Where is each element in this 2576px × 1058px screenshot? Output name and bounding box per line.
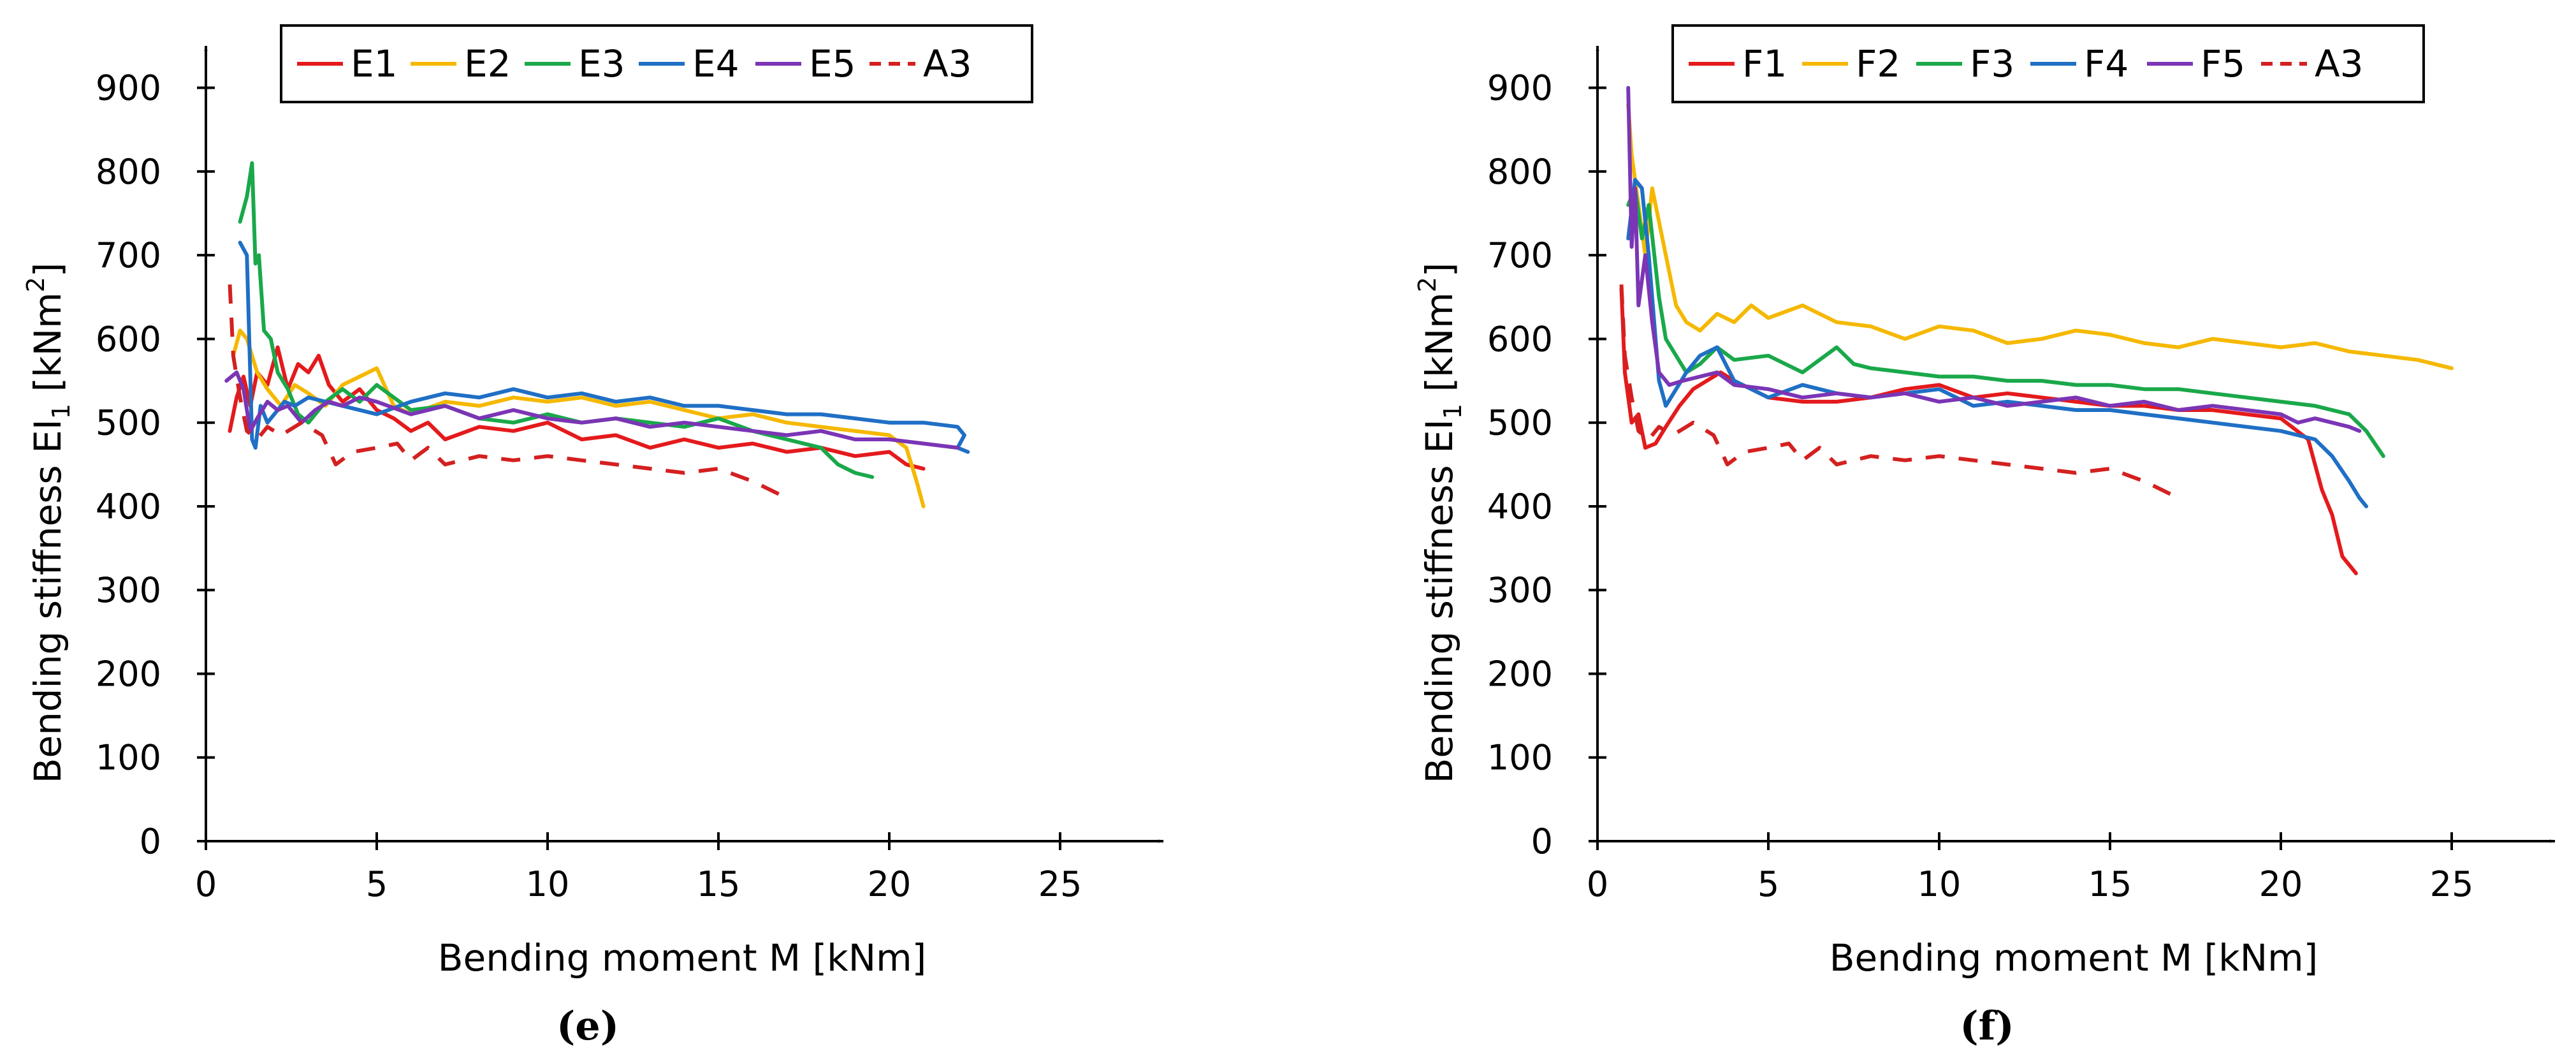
y-tick-label: 600 <box>1487 319 1553 359</box>
y-tick-label: 100 <box>96 738 161 778</box>
x-tick-label: 25 <box>1038 864 1082 904</box>
y-tick-label: 300 <box>96 570 161 610</box>
y-tick-label: 800 <box>1487 152 1553 192</box>
legend-label: A3 <box>2315 42 2364 85</box>
y-axis-label-ylabel-unit-sup: 2 <box>22 277 50 292</box>
legend-label: F5 <box>2201 42 2245 85</box>
x-tick-label: 0 <box>195 864 217 904</box>
y-tick-label: 400 <box>96 487 161 527</box>
y-tick-label: 600 <box>96 319 161 359</box>
series-line-e3 <box>238 161 875 479</box>
y-tick-label: 900 <box>96 68 161 108</box>
y-axis-label-ylabel-sub: 1 <box>1439 404 1467 419</box>
x-tick-label: 10 <box>526 864 570 904</box>
series-line-f5 <box>1626 85 2362 433</box>
y-axis-label-ylabel-unit-end: ] <box>26 263 69 277</box>
y-tick-label: 900 <box>1487 68 1553 108</box>
x-tick-label: 5 <box>1757 864 1779 904</box>
x-tick-label: 0 <box>1587 864 1608 904</box>
y-tick-label: 500 <box>96 403 161 443</box>
x-tick-label: 15 <box>2088 864 2132 904</box>
x-axis-label: Bending moment M [kNm] <box>1830 936 2318 980</box>
y-axis-label-ylabel: Bending stiffness EI <box>1418 419 1461 783</box>
y-tick-label: 500 <box>1487 403 1553 443</box>
x-tick-label: 5 <box>366 864 388 904</box>
series-line-e1 <box>228 345 926 471</box>
y-tick-label: 0 <box>140 821 161 862</box>
legend-label: A3 <box>923 42 972 85</box>
y-tick-label: 100 <box>1487 738 1553 778</box>
series-line-a3 <box>228 284 788 500</box>
y-axis-label-ylabel-unit-base: [kNm <box>1418 292 1461 404</box>
x-tick-label: 15 <box>697 864 741 904</box>
legend-box <box>280 24 1033 103</box>
legend-label: E2 <box>464 42 511 85</box>
legend-label: E3 <box>578 42 625 85</box>
series-line-f2 <box>1626 102 2454 371</box>
y-tick-label: 800 <box>96 152 161 192</box>
legend: E1 E2 E3 E4 E5 A3 <box>280 24 1033 103</box>
legend: F1 F2 F3 F4 F5 A3 <box>1671 24 2425 103</box>
series-line-e4 <box>238 240 970 454</box>
legend-label: F3 <box>1970 42 2014 85</box>
legend-label: E4 <box>692 42 739 85</box>
y-axis-label-ylabel-unit-base: [kNm <box>26 292 69 404</box>
x-axis-label: Bending moment M [kNm] <box>438 936 927 980</box>
x-tick-label: 20 <box>868 864 912 904</box>
y-axis-label: Bending stiffness EI1 [kNm2] <box>1413 263 1467 784</box>
x-tick-label: 10 <box>1917 864 1961 904</box>
y-axis-label-ylabel-sub: 1 <box>47 404 75 419</box>
x-tick-label: 25 <box>2430 864 2474 904</box>
y-tick-label: 200 <box>96 654 161 694</box>
y-tick-label: 0 <box>1531 821 1553 862</box>
series-line-e5 <box>224 370 960 450</box>
series-line-a3 <box>1619 284 2179 500</box>
chart-panel-e: 0 5 10 15 20 25 0 100 200 300 400 500 600 700 800 900 E1… <box>22 24 1164 1049</box>
y-tick-label: 700 <box>96 235 161 276</box>
legend-label: F1 <box>1742 42 1787 85</box>
y-tick-label: 300 <box>1487 570 1553 610</box>
panel-label: (f) <box>1960 1003 2014 1049</box>
legend-label: E1 <box>351 42 398 85</box>
y-tick-label: 200 <box>1487 654 1553 694</box>
legend-label: E5 <box>809 42 856 85</box>
y-axis-label-ylabel-unit-sup: 2 <box>1413 277 1441 292</box>
chart-panel-f: 0 5 10 15 20 25 0 100 200 300 400 500 600 700 800 900 F1… <box>1413 24 2556 1049</box>
legend-label: F4 <box>2084 42 2128 85</box>
legend-label: F2 <box>1856 42 1900 85</box>
x-tick-label: 20 <box>2259 864 2303 904</box>
panel-label: (e) <box>557 1003 619 1049</box>
y-tick-label: 400 <box>1487 487 1553 527</box>
y-axis-label-ylabel: Bending stiffness EI <box>26 419 69 783</box>
y-axis-label-ylabel-unit-end: ] <box>1418 263 1461 277</box>
series-line-f3 <box>1626 186 2385 459</box>
series-line-f1 <box>1619 286 2358 575</box>
series-line-e2 <box>231 328 926 508</box>
y-tick-label: 700 <box>1487 235 1553 276</box>
y-axis-label: Bending stiffness EI1 [kNm2] <box>22 263 75 784</box>
